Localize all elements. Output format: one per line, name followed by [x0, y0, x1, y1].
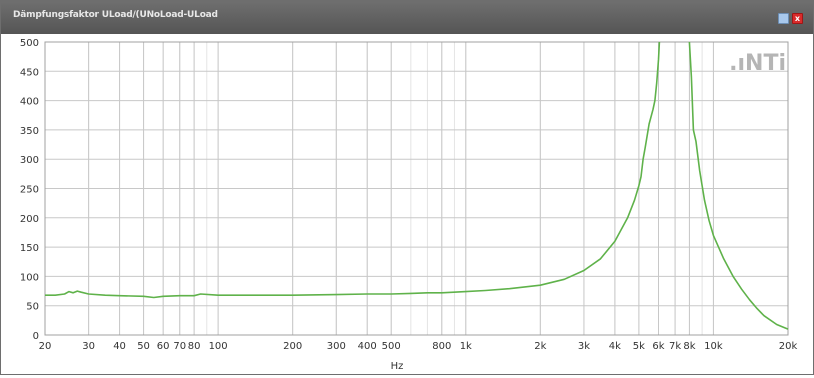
y-tick-label: 350 [20, 126, 39, 137]
damping-factor-chart: 0 50 100 150 200 250 300 350 400 450 500 20 30 40 50 6… [20, 38, 798, 372]
x-tick-label: 5k [633, 341, 645, 352]
x-tick-label: 40 [113, 341, 126, 352]
x-tick-label: 800 [432, 341, 451, 352]
y-tick-labels: 0 50 100 150 200 250 300 350 400 450 500 [20, 38, 39, 342]
plot-area: 0 50 100 150 200 250 300 350 400 450 500 20 30 40 50 6… [1, 34, 813, 374]
window-title: Dämpfungsfaktor ULoad/(UNoLoad-ULoad [13, 10, 218, 20]
x-tick-label: 3k [578, 341, 590, 352]
y-tick-label: 450 [20, 67, 39, 78]
x-axis-label: Hz [391, 361, 404, 372]
x-tick-label: 100 [209, 341, 228, 352]
x-tick-label: 70 [173, 341, 186, 352]
x-tick-label: 400 [358, 341, 377, 352]
x-tick-label: 20 [39, 341, 52, 352]
series-line-segment [688, 41, 789, 330]
x-tick-label: 2k [534, 341, 546, 352]
title-bar[interactable]: Dämpfungsfaktor ULoad/(UNoLoad-ULoad x [1, 1, 813, 34]
x-tick-labels: 20 30 40 50 60 70 80 100 200 300 400 500 800 1k 2k 3k 4k… [39, 341, 798, 352]
x-tick-label: 80 [188, 341, 201, 352]
y-tick-label: 50 [26, 302, 39, 313]
x-tick-label: 30 [82, 341, 95, 352]
restore-icon[interactable] [778, 13, 789, 24]
x-tick-label: 6k [652, 341, 664, 352]
series-line-segment [45, 41, 661, 299]
x-tick-label: 8k [683, 341, 695, 352]
y-tick-label: 150 [20, 243, 39, 254]
x-tick-label: 7k [669, 341, 681, 352]
x-tick-label: 500 [382, 341, 401, 352]
nti-logo: .ıNTi [729, 51, 786, 76]
x-tick-label: 4k [609, 341, 621, 352]
x-tick-label: 60 [157, 341, 170, 352]
plot-border [44, 41, 789, 336]
y-tick-label: 200 [20, 214, 39, 225]
x-tick-label: 200 [283, 341, 302, 352]
y-tick-label: 400 [20, 97, 39, 108]
y-tick-label: 300 [20, 155, 39, 166]
x-tick-label: 300 [327, 341, 346, 352]
y-tick-label: 250 [20, 185, 39, 196]
y-tick-label: 0 [33, 331, 39, 342]
y-tick-label: 500 [20, 38, 39, 49]
x-tick-label: 1k [460, 341, 472, 352]
y-tick-label: 100 [20, 272, 39, 283]
x-tick-label: 20k [779, 341, 798, 352]
series-layer [45, 41, 789, 330]
major-grid [44, 41, 789, 336]
x-tick-label: 50 [137, 341, 150, 352]
x-tick-label: 10k [704, 341, 723, 352]
close-icon[interactable]: x [792, 13, 803, 24]
